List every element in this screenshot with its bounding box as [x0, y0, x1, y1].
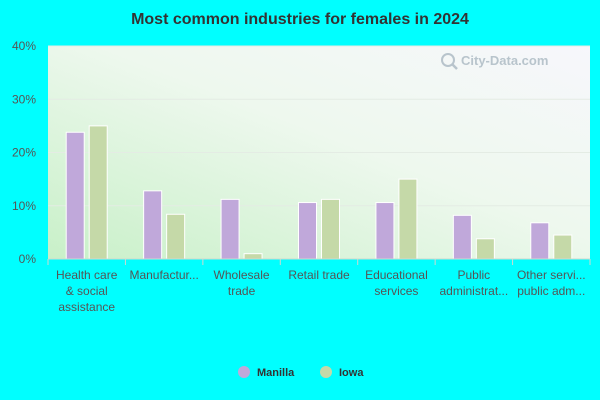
y-tick-label: 10% [12, 199, 36, 213]
bar-iowa-3 [321, 198, 340, 260]
y-tick-label: 20% [12, 146, 36, 160]
watermark: City-Data.com [441, 53, 548, 70]
x-tick-label: Health care [56, 268, 118, 282]
bar-manilla-0 [65, 131, 85, 260]
bar-iowa-5 [475, 238, 495, 260]
y-tick-label: 0% [19, 252, 37, 266]
x-tick-label: & social [66, 284, 108, 298]
gridlines [48, 45, 590, 207]
bar-manilla-3 [298, 202, 317, 260]
bar-iowa-2 [243, 253, 263, 260]
watermark-text: City-Data.com [461, 53, 548, 68]
chart-title: Most common industries for females in 20… [131, 11, 469, 28]
y-tick-label: 40% [12, 39, 36, 53]
legend: Manilla Iowa [238, 366, 364, 379]
y-tick-label: 30% [12, 92, 36, 106]
x-tick-label: assistance [58, 300, 115, 314]
x-tick-label: Other servi... [517, 268, 586, 282]
legend-swatch-manilla [238, 366, 250, 378]
legend-swatch-iowa [320, 366, 332, 378]
x-tick-label: Wholesale [214, 268, 270, 282]
x-tick-label: trade [228, 284, 256, 298]
x-tick-label: Retail trade [288, 268, 350, 282]
bar-manilla-2 [220, 198, 240, 260]
bar-iowa-6 [553, 234, 573, 260]
x-tick-label: services [374, 284, 418, 298]
x-tick-label: Educational [365, 268, 428, 282]
bar-manilla-5 [452, 214, 472, 260]
x-axis-ticks: Health care & social assistance Manufactur.… [47, 259, 591, 314]
bar-manilla-1 [143, 190, 163, 260]
bar-iowa-1 [166, 213, 186, 260]
legend-label-manilla: Manilla [257, 367, 295, 379]
bars [65, 125, 573, 260]
magnifier-icon [441, 53, 458, 70]
legend-label-iowa: Iowa [339, 367, 364, 379]
bar-iowa-0 [88, 125, 108, 260]
x-tick-label: administrat... [440, 284, 509, 298]
x-tick-label: public adm... [517, 284, 585, 298]
x-tick-label: Manufactur... [129, 268, 198, 282]
y-axis-ticks: 0% 10% 20% 30% 40% [12, 39, 36, 266]
x-tick-label: Public [458, 268, 491, 282]
bar-manilla-6 [530, 222, 550, 260]
bar-manilla-4 [375, 202, 395, 260]
bar-iowa-4 [398, 178, 418, 260]
